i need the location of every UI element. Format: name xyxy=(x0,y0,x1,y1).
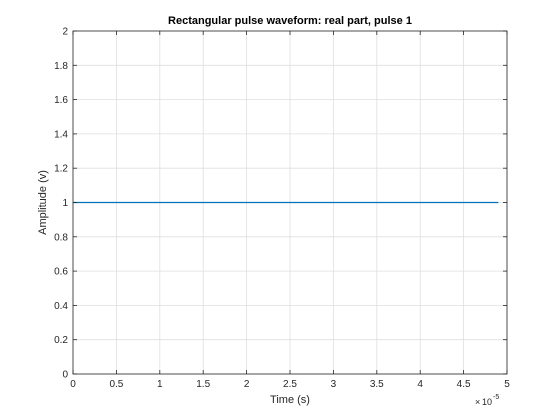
y-tick-label: 0.2 xyxy=(54,335,68,346)
tick-marks xyxy=(72,30,508,375)
y-tick-label: 0.6 xyxy=(54,267,68,278)
x-exponent-base: 10 xyxy=(482,397,492,407)
x-tick-label: 3.5 xyxy=(370,379,384,390)
x-exponent-power: -5 xyxy=(493,394,499,401)
y-tick-label: 0.8 xyxy=(54,232,68,243)
y-tick-labels: 0 0.2 0.4 0.6 0.8 1 1.2 1.4 1.6 1.8 2 xyxy=(54,27,68,381)
x-axis-exponent: × 10 -5 xyxy=(475,394,499,407)
x-tick-label: 2.5 xyxy=(283,379,297,390)
x-tick-label: 1.5 xyxy=(196,379,210,390)
x-tick-label: 4 xyxy=(417,379,423,390)
y-tick-label: 1 xyxy=(62,198,68,209)
x-tick-labels: 0 0.5 1 1.5 2 2.5 3 3.5 4 4.5 5 xyxy=(70,379,510,390)
y-tick-label: 0 xyxy=(62,370,68,381)
x-tick-label: 0.5 xyxy=(109,379,123,390)
x-tick-label: 3 xyxy=(331,379,337,390)
y-tick-label: 0.4 xyxy=(54,301,68,312)
y-tick-label: 2 xyxy=(62,27,68,38)
y-tick-label: 1.6 xyxy=(54,95,68,106)
x-tick-label: 4.5 xyxy=(457,379,471,390)
x-exponent-times: × xyxy=(475,397,480,407)
x-tick-label: 5 xyxy=(504,379,510,390)
y-tick-label: 1.2 xyxy=(54,164,68,175)
y-tick-label: 1.4 xyxy=(54,129,68,140)
x-tick-label: 0 xyxy=(70,379,76,390)
x-axis-label: Time (s) xyxy=(270,394,310,406)
chart-title: Rectangular pulse waveform: real part, p… xyxy=(168,15,412,27)
y-axis-label: Amplitude (v) xyxy=(37,170,49,235)
x-tick-label: 2 xyxy=(244,379,250,390)
y-tick-label: 1.8 xyxy=(54,61,68,72)
x-tick-label: 1 xyxy=(157,379,163,390)
